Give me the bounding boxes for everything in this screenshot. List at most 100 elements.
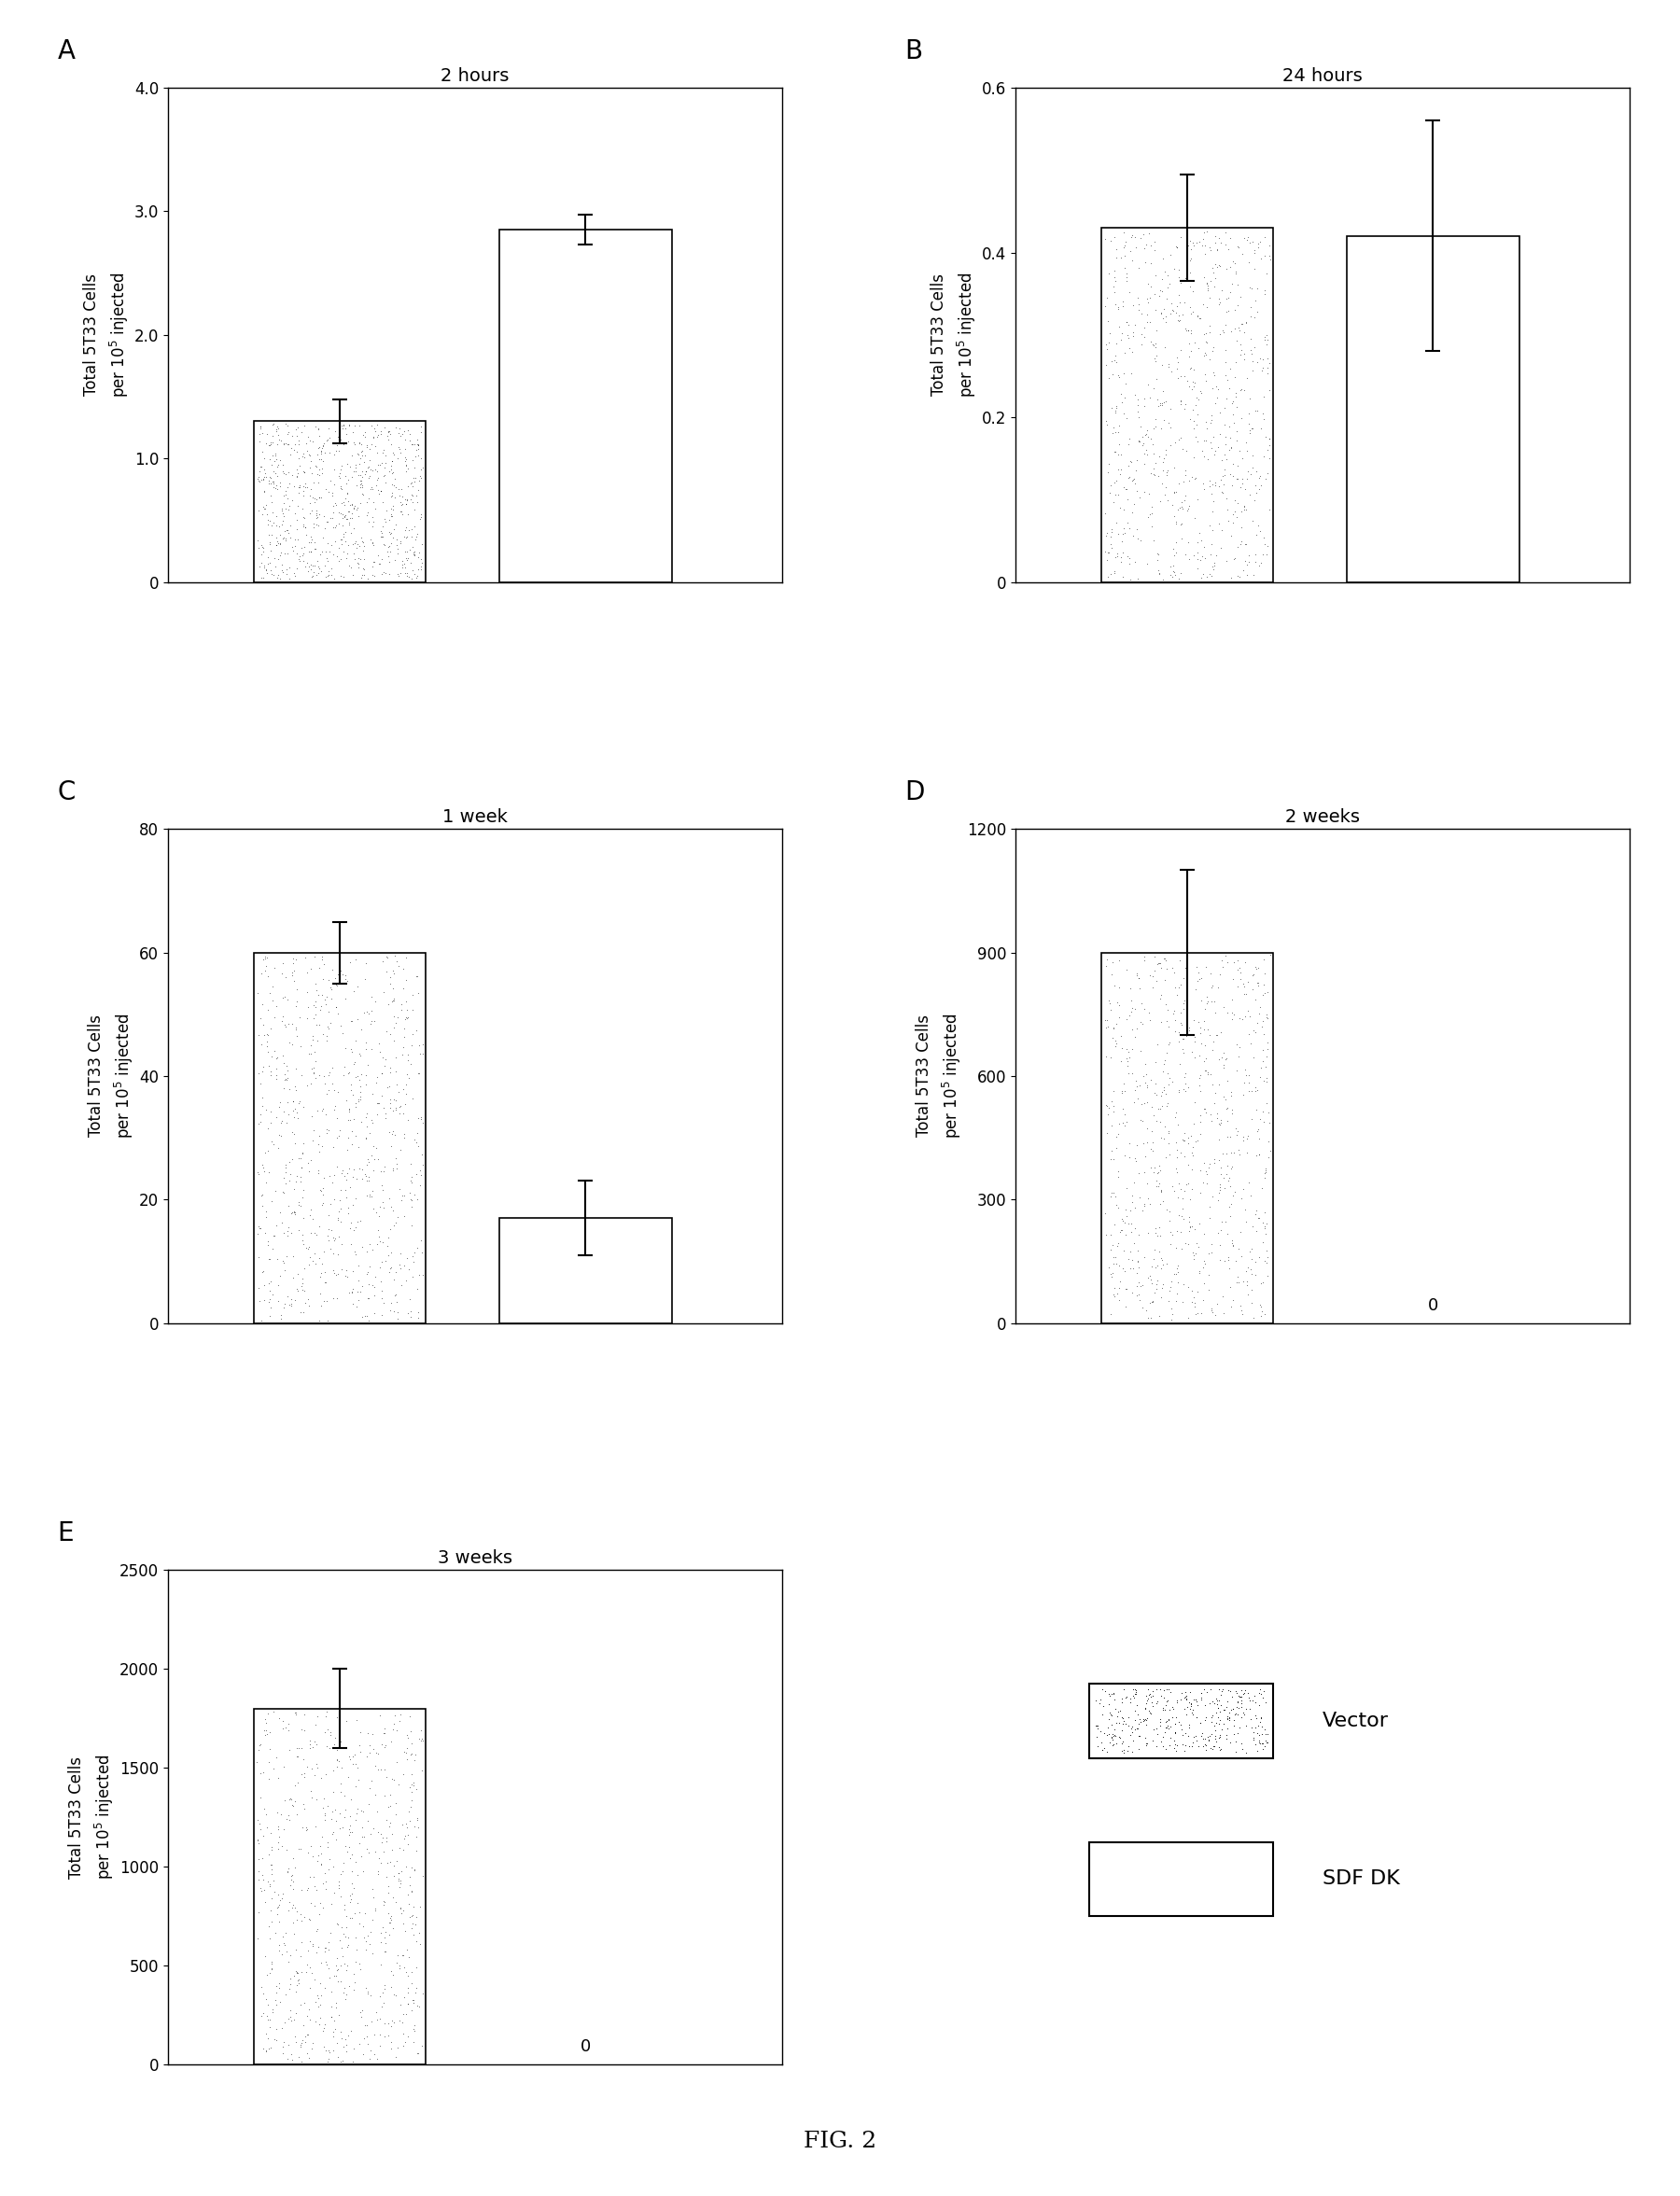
Point xyxy=(328,527,354,562)
Point xyxy=(297,1950,324,1985)
Point xyxy=(1094,347,1121,382)
Point xyxy=(1216,408,1243,444)
Point xyxy=(1255,373,1282,408)
Point xyxy=(1186,1010,1213,1045)
Point xyxy=(1169,492,1196,527)
Point xyxy=(326,433,353,468)
Point xyxy=(356,520,383,556)
Point xyxy=(400,529,427,564)
Point xyxy=(316,1842,343,1878)
Point xyxy=(257,1039,284,1074)
Point xyxy=(1137,325,1164,360)
Point xyxy=(1131,942,1158,977)
Point xyxy=(1184,525,1211,560)
Point xyxy=(1201,1076,1228,1111)
Point xyxy=(264,1061,291,1096)
Point xyxy=(1196,1190,1223,1225)
Point xyxy=(353,428,380,463)
Point xyxy=(1109,1201,1136,1236)
Point xyxy=(1171,984,1198,1019)
Point xyxy=(370,556,396,591)
Point xyxy=(270,1214,297,1250)
Point xyxy=(1238,1285,1265,1320)
Point xyxy=(1176,1203,1203,1239)
Point xyxy=(311,1781,338,1816)
Point xyxy=(1124,1687,1151,1722)
Point xyxy=(1242,1197,1268,1232)
Point xyxy=(1099,1175,1126,1210)
Point xyxy=(301,1217,328,1252)
Point xyxy=(1252,1728,1278,1763)
Point xyxy=(356,997,383,1032)
Point xyxy=(1114,459,1141,494)
Point xyxy=(1198,1228,1225,1263)
Point xyxy=(1221,360,1248,395)
Point xyxy=(1156,1127,1183,1162)
Point xyxy=(386,1948,413,1983)
Point xyxy=(294,1001,321,1037)
Point xyxy=(274,1278,301,1313)
Point xyxy=(307,1258,334,1293)
Point xyxy=(407,496,433,531)
Point xyxy=(324,538,351,573)
Point xyxy=(390,1179,417,1214)
Point xyxy=(250,1818,277,1853)
Point xyxy=(346,1906,373,1941)
Point xyxy=(297,1902,324,1937)
Point xyxy=(1218,1186,1245,1221)
Point xyxy=(1173,1682,1200,1717)
Point xyxy=(1144,382,1171,417)
Point xyxy=(356,444,383,479)
Point xyxy=(1210,1671,1236,1706)
Point xyxy=(1171,358,1198,393)
Point xyxy=(395,1296,422,1331)
Point xyxy=(1134,437,1161,472)
Point xyxy=(1186,1039,1213,1074)
Point xyxy=(363,1748,390,1783)
Point xyxy=(339,1271,366,1307)
Point xyxy=(269,1829,296,1864)
Point xyxy=(312,1265,339,1300)
Point xyxy=(405,1722,432,1757)
Point xyxy=(289,1228,316,1263)
Point xyxy=(249,1302,276,1337)
Point xyxy=(1247,997,1273,1032)
Point xyxy=(1240,450,1267,485)
Point xyxy=(398,426,425,461)
Point xyxy=(304,545,331,580)
Point xyxy=(1233,558,1260,593)
Point xyxy=(262,1915,289,1950)
Point xyxy=(1188,560,1215,595)
Point xyxy=(324,1871,351,1906)
Point xyxy=(1154,951,1181,986)
Point xyxy=(265,1886,292,1922)
Point xyxy=(328,1203,354,1239)
Point xyxy=(1166,466,1193,501)
Point xyxy=(351,1895,378,1930)
Point xyxy=(272,1061,299,1096)
Point xyxy=(328,422,354,457)
Point xyxy=(380,984,407,1019)
Point xyxy=(1131,318,1158,354)
Point xyxy=(249,1840,276,1875)
Point xyxy=(348,1078,375,1113)
Point xyxy=(296,1730,323,1766)
Point xyxy=(1139,1673,1166,1708)
Point xyxy=(343,1162,370,1197)
Point xyxy=(254,1023,281,1058)
Point xyxy=(297,1214,324,1250)
Point xyxy=(339,490,366,525)
Point xyxy=(1255,1140,1282,1175)
Point xyxy=(1149,389,1176,424)
Point xyxy=(326,938,353,973)
Point xyxy=(302,1913,329,1948)
Point xyxy=(1253,340,1280,376)
Point xyxy=(324,1149,351,1184)
Point xyxy=(257,1904,284,1939)
Point xyxy=(1216,250,1243,285)
Point xyxy=(1139,1722,1166,1757)
Point xyxy=(1223,558,1250,593)
Point xyxy=(1198,1105,1225,1140)
Point xyxy=(255,1241,282,1276)
Point xyxy=(279,534,306,569)
